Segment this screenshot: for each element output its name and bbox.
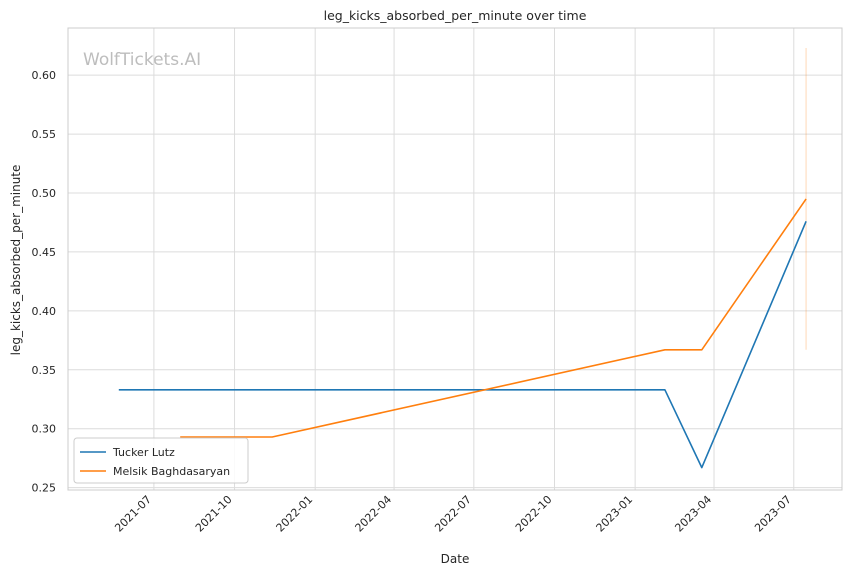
legend-label-tucker-lutz: Tucker Lutz (112, 446, 175, 459)
y-tick-label: 0.40 (32, 305, 57, 318)
legend-box (73, 437, 249, 484)
grid (68, 28, 842, 490)
plot-area (67, 27, 843, 491)
y-axis-label: leg_kicks_absorbed_per_minute (9, 165, 23, 356)
legend: Tucker Lutz Melsik Baghdasaryan (73, 437, 249, 484)
series (118, 48, 807, 469)
series-line-melsik-baghdasaryan (180, 198, 807, 438)
y-tick-label: 0.25 (32, 482, 57, 495)
y-tick-label: 0.55 (32, 128, 57, 141)
y-tick-label: 0.35 (32, 364, 57, 377)
y-tick-label: 0.50 (32, 187, 57, 200)
y-tick-label: 0.30 (32, 423, 57, 436)
watermark: WolfTickets.AI (83, 50, 201, 70)
chart-title: leg_kicks_absorbed_per_minute over time (324, 8, 587, 23)
legend-label-melsik-baghdasaryan: Melsik Baghdasaryan (113, 465, 230, 478)
y-tick-label: 0.60 (32, 69, 57, 82)
y-tick-label: 0.45 (32, 246, 57, 259)
x-axis-label: Date (441, 552, 470, 566)
y-ticks: 0.25 0.30 0.35 0.40 0.45 0.50 0.55 0.60 (32, 69, 57, 495)
series-line-tucker-lutz (118, 220, 807, 469)
